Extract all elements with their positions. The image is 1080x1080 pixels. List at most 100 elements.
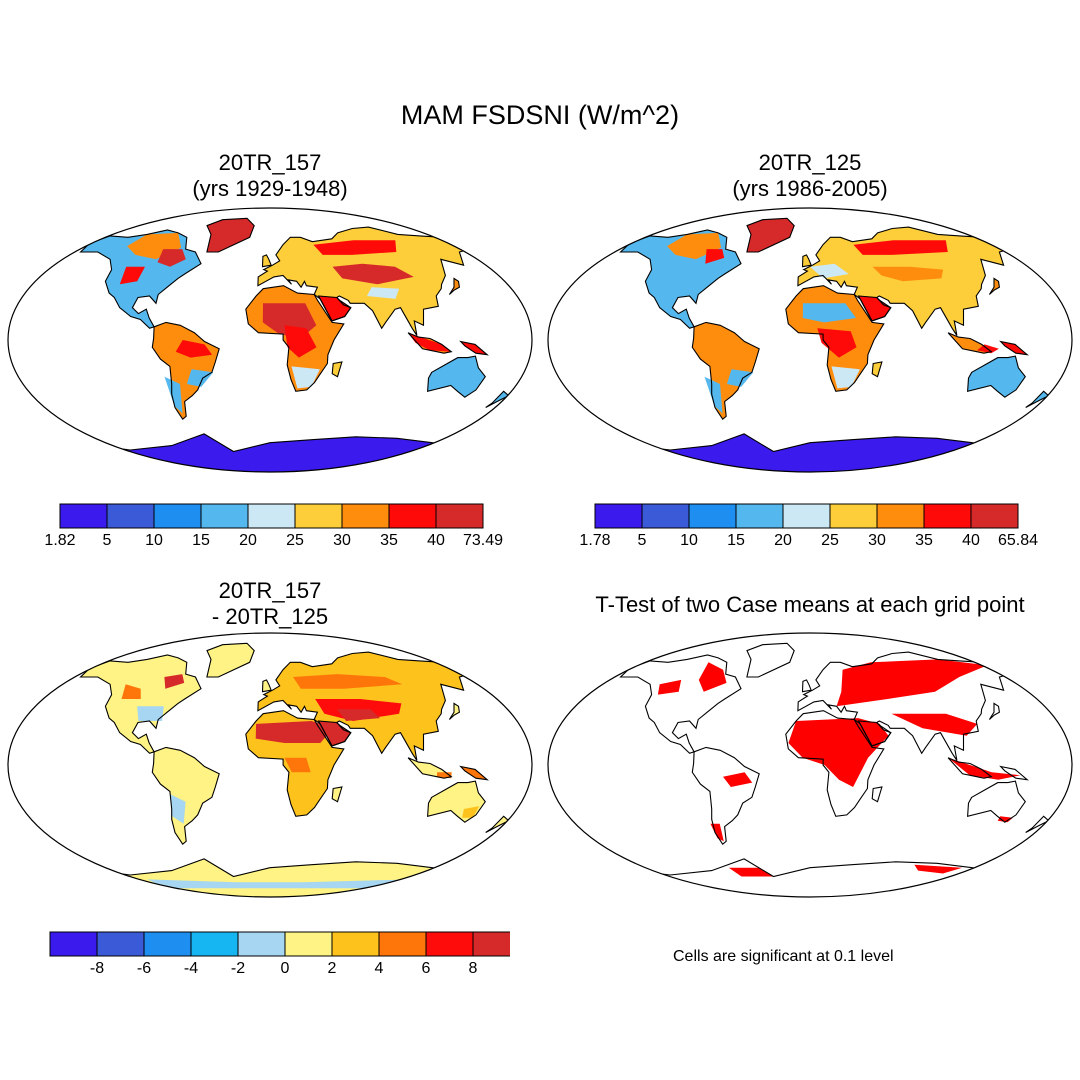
coastline-uk bbox=[801, 254, 812, 268]
panel-1-title-line-1: 20TR_157 bbox=[218, 150, 322, 175]
field-patch bbox=[164, 376, 183, 414]
colorbar-tick-label: 65.84 bbox=[998, 532, 1038, 549]
field-patch bbox=[332, 263, 414, 285]
land-greenland bbox=[206, 218, 255, 252]
panel-4-title: T-Test of two Case means at each grid po… bbox=[545, 592, 1075, 618]
colorbar-box bbox=[49, 931, 98, 957]
colorbar-box bbox=[284, 931, 333, 957]
land-madagascar bbox=[332, 787, 342, 802]
coastline-australia bbox=[426, 780, 486, 823]
colorbar-tick-label: 2 bbox=[328, 960, 337, 977]
coastline-indonesia bbox=[407, 332, 453, 354]
colorbar-box bbox=[143, 931, 192, 957]
colorbar-tick-label: 40 bbox=[962, 532, 980, 549]
map-panel-1 bbox=[7, 207, 533, 473]
land-uk bbox=[262, 254, 272, 267]
field-patch bbox=[170, 794, 186, 824]
colorbar-box bbox=[190, 931, 239, 957]
coastline-eurasia bbox=[797, 651, 1012, 761]
colorbar-box bbox=[472, 931, 510, 957]
field-patch bbox=[802, 303, 856, 323]
colorbar-box bbox=[378, 931, 427, 957]
field-patch bbox=[914, 864, 963, 874]
colorbar-tick-label: 15 bbox=[192, 532, 210, 549]
colorbar-box bbox=[331, 931, 380, 957]
field-patch bbox=[836, 659, 988, 707]
colorbar-tick-label: -6 bbox=[137, 960, 151, 977]
field-patch bbox=[705, 249, 725, 264]
coastline-africa bbox=[785, 710, 885, 817]
panel-3-title-line-2: - 20TR_125 bbox=[211, 604, 329, 629]
land-madagascar bbox=[872, 787, 882, 802]
colorbar-tick-label: 6 bbox=[422, 960, 431, 977]
coastline-japan bbox=[448, 277, 461, 295]
field-patch bbox=[255, 721, 334, 743]
land-newguinea bbox=[460, 766, 488, 780]
colorbar-panel-3: -8 -6 -4 -2 0 2 4 6 8 bbox=[49, 931, 510, 977]
colorbar-tick-label: 35 bbox=[380, 532, 398, 549]
colorbar-box bbox=[641, 503, 690, 529]
coastline-arabia-extra bbox=[317, 720, 352, 747]
colorbar-box bbox=[59, 503, 108, 529]
field-patch bbox=[175, 340, 213, 358]
coastline-indonesia bbox=[947, 757, 993, 779]
land-uk bbox=[802, 679, 812, 692]
map-border bbox=[7, 632, 533, 898]
field-patch bbox=[723, 772, 753, 787]
field-patch bbox=[657, 679, 682, 695]
colorbar-tick-label: 10 bbox=[680, 532, 698, 549]
colorbar-tick-label: 10 bbox=[145, 532, 163, 549]
coastline-indonesia bbox=[407, 757, 453, 779]
colorbar-panel-1: 1.82 5 10 15 20 25 30 35 40 73.49 bbox=[44, 503, 503, 549]
land-south-america bbox=[692, 747, 760, 845]
land-greenland bbox=[746, 643, 795, 677]
colorbar-box bbox=[425, 931, 474, 957]
land-south-america bbox=[692, 322, 760, 420]
coastline-uk bbox=[801, 679, 812, 693]
colorbar-box bbox=[294, 503, 343, 529]
land-uk bbox=[262, 679, 272, 692]
colorbar-tick-label: 5 bbox=[638, 532, 647, 549]
coastline-arabia-extra bbox=[857, 295, 892, 322]
coastline-north-america bbox=[79, 229, 202, 329]
land-newguinea bbox=[460, 341, 488, 355]
panel-2-title-line-1: 20TR_125 bbox=[758, 150, 862, 175]
coastline-newguinea bbox=[999, 765, 1029, 781]
field-patch bbox=[164, 674, 185, 689]
colorbar-box bbox=[247, 503, 296, 529]
field-patch bbox=[157, 249, 186, 267]
coastline-arabia-extra bbox=[857, 720, 892, 747]
colorbar-tick-label: 30 bbox=[868, 532, 886, 549]
coastline-north-america bbox=[79, 654, 202, 754]
coastline-eurasia bbox=[257, 226, 472, 336]
colorbar-tick-label: 8 bbox=[469, 960, 478, 977]
coastline-newguinea bbox=[459, 765, 489, 781]
field-patch bbox=[726, 369, 754, 387]
field-patch bbox=[293, 674, 403, 689]
land-newguinea bbox=[1000, 766, 1028, 780]
field-patch bbox=[291, 366, 320, 389]
map-panel-2 bbox=[547, 207, 1073, 473]
panel-4-title-line-1: T-Test of two Case means at each grid po… bbox=[595, 592, 1025, 617]
colorbar-box bbox=[153, 503, 202, 529]
field-patch bbox=[872, 266, 944, 282]
colorbar-tick-label: 5 bbox=[103, 532, 112, 549]
colorbar-box bbox=[782, 503, 831, 529]
colorbar-tick-label: 20 bbox=[239, 532, 257, 549]
panel-3-title-line-1: 20TR_157 bbox=[218, 578, 322, 603]
coastline-greenland bbox=[206, 642, 255, 678]
coastline-japan bbox=[988, 702, 1001, 720]
colorbar-box bbox=[876, 503, 925, 529]
panel-1-title-line-2: (yrs 1929-1948) bbox=[192, 176, 348, 201]
field-patch bbox=[853, 240, 948, 255]
colorbar-box bbox=[388, 503, 437, 529]
colorbar-box bbox=[923, 503, 972, 529]
land-greenland bbox=[746, 218, 795, 252]
field-patch bbox=[284, 757, 311, 773]
coastline-greenland bbox=[746, 642, 795, 678]
colorbar-tick-label: 30 bbox=[333, 532, 351, 549]
colorbar-tick-label: -2 bbox=[231, 960, 245, 977]
coastline-australia bbox=[966, 780, 1026, 823]
coastline-japan bbox=[988, 277, 1001, 295]
panel-1-title: 20TR_157 (yrs 1929-1948) bbox=[120, 150, 420, 202]
